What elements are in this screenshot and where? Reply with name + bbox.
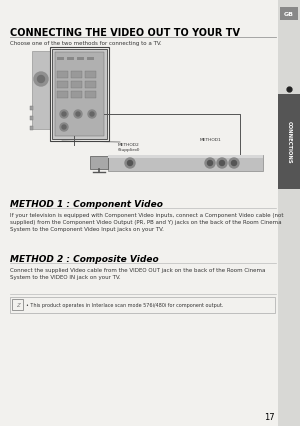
Text: Connect the supplied Video cable from the VIDEO OUT jack on the back of the Room: Connect the supplied Video cable from th… bbox=[10, 268, 266, 279]
Text: METHOD2
(Supplied): METHOD2 (Supplied) bbox=[118, 143, 140, 151]
Bar bbox=[71, 72, 82, 79]
Circle shape bbox=[217, 158, 227, 169]
Bar bbox=[85, 72, 96, 79]
Bar bbox=[32, 52, 50, 130]
Text: GB: GB bbox=[284, 12, 294, 17]
Circle shape bbox=[38, 76, 44, 83]
Bar bbox=[77, 58, 84, 61]
Circle shape bbox=[60, 111, 68, 119]
Text: If your television is equipped with Component Video inputs, connect a Component : If your television is equipped with Comp… bbox=[10, 213, 283, 231]
Text: 17: 17 bbox=[264, 412, 275, 421]
Bar bbox=[30, 107, 33, 111]
Bar bbox=[30, 117, 33, 121]
Text: z: z bbox=[16, 302, 19, 308]
Circle shape bbox=[125, 158, 135, 169]
Circle shape bbox=[62, 126, 66, 130]
Bar bbox=[85, 82, 96, 89]
Circle shape bbox=[76, 113, 80, 117]
Circle shape bbox=[74, 111, 82, 119]
Bar bbox=[67, 58, 74, 61]
Bar bbox=[71, 92, 82, 99]
Bar bbox=[280, 8, 298, 21]
Circle shape bbox=[90, 113, 94, 117]
Text: METHOD 2 : Composite Video: METHOD 2 : Composite Video bbox=[10, 254, 159, 263]
Bar bbox=[87, 58, 94, 61]
Bar bbox=[55, 53, 104, 137]
Circle shape bbox=[220, 161, 224, 166]
Bar bbox=[90, 157, 108, 170]
Bar bbox=[10, 297, 275, 313]
Circle shape bbox=[229, 158, 239, 169]
Circle shape bbox=[34, 73, 48, 87]
Circle shape bbox=[88, 111, 96, 119]
Bar bbox=[50, 48, 109, 142]
Text: METHOD 1 : Component Video: METHOD 1 : Component Video bbox=[10, 199, 163, 208]
Bar bbox=[278, 95, 300, 190]
Bar bbox=[71, 82, 82, 89]
Bar bbox=[57, 72, 68, 79]
Bar bbox=[12, 299, 23, 310]
Text: Choose one of the two methods for connecting to a TV.: Choose one of the two methods for connec… bbox=[10, 41, 162, 46]
Circle shape bbox=[128, 161, 133, 166]
Text: METHOD1: METHOD1 bbox=[200, 138, 222, 142]
Bar bbox=[57, 58, 64, 61]
Text: CONNECTING THE VIDEO OUT TO YOUR TV: CONNECTING THE VIDEO OUT TO YOUR TV bbox=[10, 28, 240, 38]
Bar bbox=[57, 82, 68, 89]
Circle shape bbox=[232, 161, 236, 166]
Circle shape bbox=[62, 113, 66, 117]
Circle shape bbox=[208, 161, 212, 166]
Bar bbox=[57, 92, 68, 99]
Bar bbox=[108, 155, 263, 158]
Bar bbox=[278, 0, 300, 426]
Bar bbox=[108, 155, 263, 172]
Bar bbox=[85, 92, 96, 99]
Text: • This product operates in Interlace scan mode 576i/480i for component output.: • This product operates in Interlace sca… bbox=[26, 303, 224, 308]
Bar bbox=[30, 127, 33, 131]
Bar bbox=[52, 50, 107, 140]
Circle shape bbox=[60, 124, 68, 132]
Circle shape bbox=[205, 158, 215, 169]
Text: CONNECTIONS: CONNECTIONS bbox=[286, 121, 292, 163]
